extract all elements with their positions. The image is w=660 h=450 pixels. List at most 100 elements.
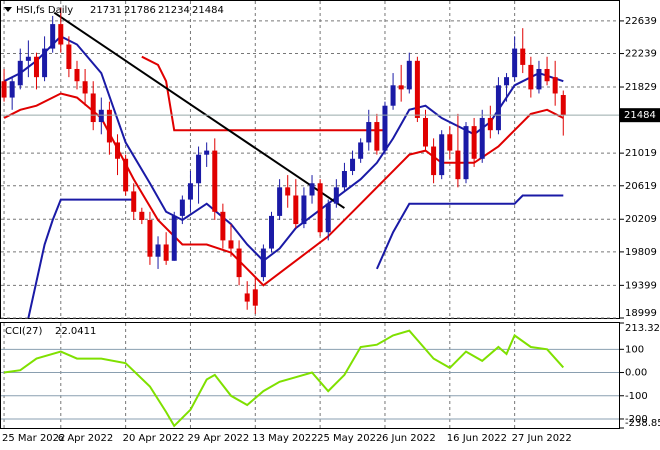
ohlc-value: 21786 — [124, 5, 156, 16]
candle-body — [260, 248, 266, 278]
ohlc-value: 21731 — [90, 5, 122, 16]
cci-label: CCI(27) — [5, 326, 43, 337]
candle-body — [431, 146, 437, 176]
candle-body — [552, 77, 558, 94]
y-tick-label: 18999 — [625, 308, 657, 319]
candle-body — [439, 134, 445, 176]
x-tick-label: 25 May 2022 — [317, 433, 382, 444]
candle-body — [25, 56, 31, 61]
candle-body — [236, 248, 242, 278]
candle-body — [131, 191, 137, 212]
candle-body — [479, 117, 485, 159]
candle-body — [123, 158, 129, 192]
x-tick-label: 13 May 2022 — [252, 433, 317, 444]
candle-body — [487, 117, 493, 131]
y-tick-label: -200 — [625, 414, 648, 425]
candle-body — [115, 142, 121, 159]
y-tick-label: 213.3217 — [625, 323, 660, 334]
last-price-label: 21484 — [624, 110, 656, 121]
candle-body — [179, 199, 185, 216]
ohlc-value: 21234 — [158, 5, 190, 16]
candle-body — [536, 68, 542, 90]
candle-body — [82, 81, 88, 94]
candle-body — [187, 183, 193, 200]
candle-body — [293, 195, 299, 225]
candle-body — [471, 126, 477, 159]
candle-body — [390, 85, 396, 106]
line — [375, 194, 564, 270]
candle-body — [196, 154, 202, 184]
candle-body — [374, 122, 380, 151]
candle-body — [58, 24, 64, 45]
candle-body — [277, 187, 283, 216]
candle-body — [366, 122, 372, 143]
candle-body — [252, 289, 258, 306]
candle-body — [285, 187, 291, 196]
ohlc-value: 21484 — [192, 5, 224, 16]
line — [141, 55, 385, 132]
x-tick-label: 16 Jun 2022 — [447, 433, 507, 444]
candle-body — [139, 211, 145, 220]
chart-title: HSI,fs Daily — [16, 5, 73, 16]
candle-body — [309, 183, 315, 196]
candle-body — [244, 293, 250, 302]
candle-body — [325, 203, 331, 233]
candle-body — [155, 244, 161, 257]
candle-body — [98, 109, 104, 123]
candle-body — [163, 244, 169, 261]
candle-body — [42, 48, 48, 78]
y-tick-label: 0.00 — [625, 368, 647, 379]
candle-body — [74, 68, 80, 82]
marks — [1, 7, 619, 428]
y-tick-label: 19809 — [625, 247, 657, 258]
candle-body — [17, 60, 23, 86]
candle-body — [528, 64, 534, 90]
y-tick-label: -238.856 — [625, 418, 660, 429]
candle-body — [422, 117, 428, 147]
candle-body — [333, 187, 339, 204]
candle-body — [455, 150, 461, 180]
candle-body — [90, 93, 96, 123]
candle-body — [33, 56, 39, 78]
y-tick-label: -100 — [625, 391, 648, 402]
candle-body — [220, 211, 226, 241]
x-tick-label: 29 Apr 2022 — [187, 433, 249, 444]
line — [53, 11, 345, 209]
candle-body — [512, 48, 518, 78]
candle-body — [171, 215, 177, 261]
candle-body — [560, 95, 566, 116]
candle-body — [414, 60, 420, 118]
candle-body — [204, 150, 210, 155]
y-tick-label: 21829 — [625, 82, 657, 93]
candle-body — [504, 77, 510, 86]
x-tick-label: 20 Apr 2022 — [123, 433, 185, 444]
candle-body — [447, 134, 453, 151]
candle-body — [495, 85, 501, 131]
line — [3, 92, 564, 287]
candle-body — [50, 24, 56, 49]
candle-body — [9, 81, 15, 98]
x-tick-label: 27 Jun 2022 — [512, 433, 572, 444]
line — [3, 329, 565, 428]
candle-body — [406, 60, 412, 90]
candle-body — [358, 142, 364, 159]
candle-body — [398, 85, 404, 90]
y-tick-label: 22239 — [625, 49, 657, 60]
last-price-box — [620, 108, 660, 123]
candle-body — [147, 219, 153, 257]
candle-body — [317, 183, 323, 233]
x-tick-label: 6 Apr 2022 — [58, 433, 113, 444]
candle-body — [463, 126, 469, 180]
candle-body — [520, 48, 526, 65]
candle-body — [382, 105, 388, 151]
candle-body — [341, 171, 347, 188]
y-tick-label: 20209 — [625, 214, 657, 225]
x-tick-label: 6 Jun 2022 — [382, 433, 436, 444]
candle-body — [106, 109, 112, 143]
y-tick-label: 20619 — [625, 181, 657, 192]
cci-value: 22.0411 — [55, 326, 96, 337]
y-tick-label: 22639 — [625, 16, 657, 27]
menu-arrow — [4, 7, 12, 12]
candle-body — [228, 240, 234, 249]
